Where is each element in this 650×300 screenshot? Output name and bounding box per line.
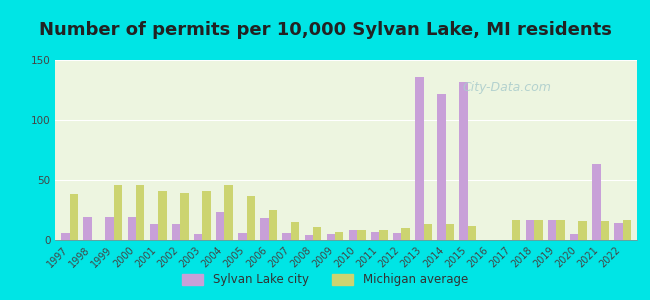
- Bar: [468, 226, 476, 240]
- Bar: [371, 232, 380, 240]
- Bar: [172, 224, 180, 240]
- Bar: [415, 77, 424, 240]
- Bar: [260, 218, 268, 240]
- Bar: [224, 185, 233, 240]
- Bar: [136, 185, 144, 240]
- Bar: [194, 234, 202, 240]
- Bar: [305, 235, 313, 240]
- Bar: [393, 233, 402, 240]
- Bar: [291, 222, 299, 240]
- Bar: [114, 185, 122, 240]
- Bar: [105, 217, 114, 240]
- Text: City-Data.com: City-Data.com: [462, 80, 551, 94]
- Bar: [83, 217, 92, 240]
- Bar: [556, 220, 565, 240]
- Bar: [437, 94, 446, 240]
- Bar: [70, 194, 78, 240]
- Bar: [282, 233, 291, 240]
- Bar: [202, 191, 211, 240]
- Bar: [268, 210, 277, 240]
- Bar: [614, 223, 623, 240]
- Bar: [127, 217, 136, 240]
- Bar: [402, 228, 410, 240]
- Bar: [512, 220, 521, 240]
- Bar: [158, 191, 166, 240]
- Bar: [335, 232, 343, 240]
- Bar: [216, 212, 224, 240]
- Bar: [327, 234, 335, 240]
- Bar: [623, 220, 631, 240]
- Bar: [424, 224, 432, 240]
- Bar: [548, 220, 556, 240]
- Bar: [150, 224, 158, 240]
- Bar: [534, 220, 543, 240]
- Bar: [460, 82, 468, 240]
- Bar: [358, 230, 365, 240]
- Bar: [61, 233, 70, 240]
- Bar: [578, 221, 587, 240]
- Bar: [313, 227, 321, 240]
- Bar: [180, 193, 188, 240]
- Legend: Sylvan Lake city, Michigan average: Sylvan Lake city, Michigan average: [177, 269, 473, 291]
- Bar: [349, 230, 358, 240]
- Bar: [380, 230, 387, 240]
- Bar: [238, 233, 246, 240]
- Bar: [246, 196, 255, 240]
- Text: Number of permits per 10,000 Sylvan Lake, MI residents: Number of permits per 10,000 Sylvan Lake…: [38, 21, 612, 39]
- Bar: [601, 221, 609, 240]
- Bar: [526, 220, 534, 240]
- Bar: [570, 234, 578, 240]
- Bar: [446, 224, 454, 240]
- Bar: [592, 164, 601, 240]
